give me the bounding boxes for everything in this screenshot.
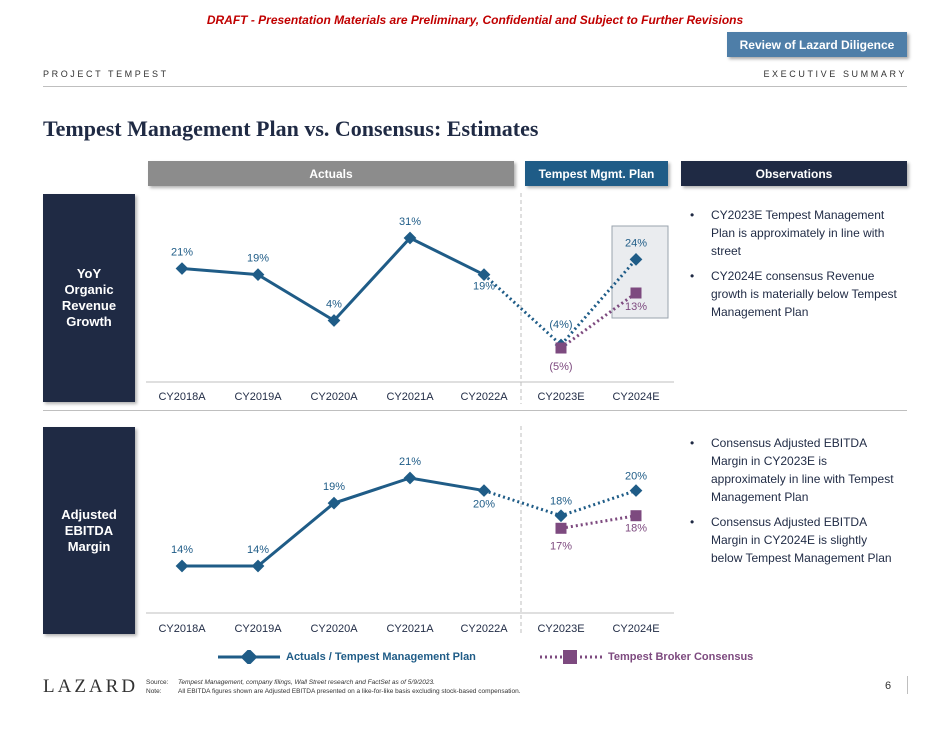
observations-ebitda: Consensus Adjusted EBITDA Margin in CY20… [690, 434, 900, 574]
x-tick-label: CY2021A [386, 391, 434, 403]
consensus-series-line [560, 291, 637, 350]
row-label-text: YoY Organic Revenue Growth [61, 266, 117, 329]
plan-series-line [482, 258, 638, 348]
page-number-divider [907, 676, 908, 694]
plan-point [403, 231, 417, 245]
lazard-logo: LAZARD [43, 676, 139, 697]
row-label-text: Adjusted EBITDA Margin [61, 506, 117, 554]
plan-point [629, 484, 643, 497]
legend-consensus: Tempest Broker Consensus [540, 648, 753, 666]
plan-point [327, 496, 341, 510]
draft-banner: DRAFT - Presentation Materials are Preli… [206, 13, 744, 27]
legend-label: Tempest Broker Consensus [608, 651, 754, 663]
plan-data-label: 14% [171, 544, 193, 556]
page-number: 6 [885, 680, 892, 692]
observation-item: CY2024E consensus Revenue growth is mate… [690, 267, 900, 321]
plan-data-label: 18% [550, 496, 572, 508]
plan-column-header: Tempest Mgmt. Plan [525, 161, 668, 186]
plan-point [403, 471, 417, 485]
plan-data-label: 14% [247, 544, 269, 556]
observations-revenue: CY2023E Tempest Management Plan is appro… [690, 206, 900, 328]
row-label-ebitda-margin: Adjusted EBITDA Margin [43, 427, 135, 634]
plan-data-label: 19% [323, 481, 345, 493]
plan-data-label: (4%) [549, 319, 572, 331]
review-lazard-diligence-button[interactable]: Review of Lazard Diligence [727, 32, 907, 57]
plan-data-label: 4% [326, 299, 342, 311]
x-tick-label: CY2018A [158, 391, 206, 403]
ebitda-margin-chart: CY2018A CY2019A CY2020A CY2021A CY2022A CY202… [146, 456, 674, 635]
actuals-column-header: Actuals [148, 161, 514, 186]
page-title: Tempest Management Plan vs. Consensus: E… [43, 116, 539, 141]
note-text: All EBITDA figures shown are Adjusted EB… [178, 688, 521, 695]
consensus-point [630, 287, 642, 299]
plan-point [477, 484, 491, 497]
row-divider [43, 410, 907, 411]
section-name: EXECUTIVE SUMMARY [763, 69, 907, 79]
x-tick-label: CY2023E [537, 391, 584, 403]
plan-point [251, 268, 265, 282]
consensus-data-label: 17% [550, 540, 572, 552]
source-key: Source: [146, 679, 169, 686]
legend-line-diamond-icon [218, 650, 280, 664]
x-tick-label: CY2020A [310, 623, 358, 635]
legend-label: Actuals / Tempest Management Plan [286, 651, 476, 663]
plan-point [175, 559, 189, 573]
observation-item: Consensus Adjusted EBITDA Margin in CY20… [690, 513, 900, 567]
plan-data-label: 19% [247, 253, 269, 265]
plan-data-label: 20% [473, 499, 495, 511]
plan-point [477, 268, 491, 282]
project-name: PROJECT TEMPEST [43, 69, 169, 79]
plan-data-label: 20% [625, 471, 647, 483]
consensus-point [630, 510, 642, 522]
x-tick-label: CY2024E [612, 391, 659, 403]
plan-data-label: 19% [473, 281, 495, 293]
x-tick-label: CY2024E [612, 623, 659, 635]
x-tick-label: CY2021A [386, 623, 434, 635]
consensus-data-label: (5%) [549, 361, 572, 373]
x-tick-label: CY2019A [234, 623, 282, 635]
plan-point [554, 509, 568, 523]
note-key: Note: [146, 688, 162, 695]
consensus-point [555, 342, 567, 354]
consensus-point [555, 522, 567, 534]
footnotes: Source: Tempest Management, company filin… [146, 678, 521, 696]
legend-dotted-square-icon [540, 650, 602, 664]
plan-data-label: 24% [625, 237, 647, 249]
legend-actuals: Actuals / Tempest Management Plan [218, 648, 476, 666]
observation-item: CY2023E Tempest Management Plan is appro… [690, 206, 900, 260]
header-divider [43, 86, 907, 87]
consensus-data-label: 13% [625, 301, 647, 313]
source-text: Tempest Management, company filings, Wal… [178, 679, 435, 686]
revenue-growth-chart: CY2018A CY2019A CY2020A CY2021A CY2022A CY202… [146, 216, 674, 403]
plan-point [175, 262, 189, 275]
x-tick-label: CY2018A [158, 623, 206, 635]
x-tick-label: CY2023E [537, 623, 584, 635]
row-label-revenue-growth: YoY Organic Revenue Growth [43, 194, 135, 402]
plan-data-label: 21% [399, 456, 421, 468]
x-tick-label: CY2022A [460, 623, 508, 635]
x-tick-label: CY2019A [234, 391, 282, 403]
plan-point [327, 314, 341, 327]
x-tick-label: CY2022A [460, 391, 508, 403]
plan-data-label: 31% [399, 216, 421, 228]
consensus-data-label: 18% [625, 523, 647, 535]
x-tick-label: CY2020A [310, 391, 358, 403]
observation-item: Consensus Adjusted EBITDA Margin in CY20… [690, 434, 900, 506]
observations-column-header: Observations [681, 161, 907, 186]
plan-data-label: 21% [171, 247, 193, 259]
